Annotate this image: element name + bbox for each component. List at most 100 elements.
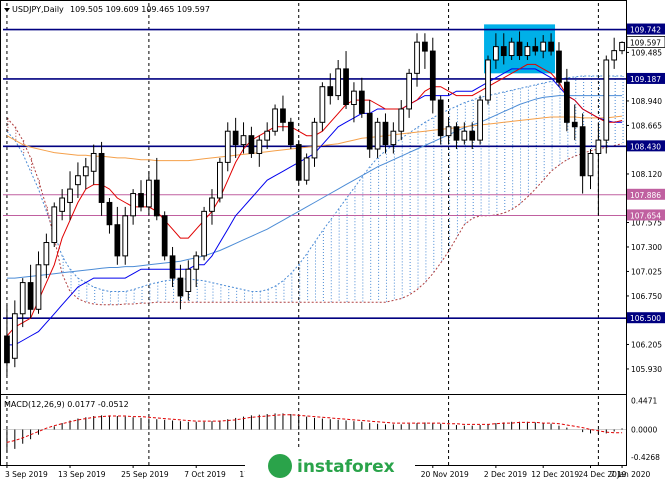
candle-body	[556, 50, 562, 83]
x-tick-label: 3 Sep 2019	[5, 470, 48, 479]
candle-body	[35, 264, 42, 310]
candle-body	[358, 90, 365, 114]
x-tick-label: 12 Dec 2019	[531, 470, 579, 479]
candle-body	[453, 126, 460, 141]
candle-body	[106, 201, 113, 226]
candle-body	[146, 179, 152, 208]
candle-body	[603, 59, 610, 141]
level-label-box	[627, 209, 665, 221]
triangle-icon	[4, 8, 10, 12]
y-tick-label: 109.485	[631, 48, 662, 57]
level-label-box	[626, 36, 665, 48]
macd-y-tick-label: -0.4268	[631, 453, 660, 462]
watermark-logo-icon	[268, 454, 292, 478]
candle-body	[264, 130, 271, 141]
y-tick-label: 106.750	[631, 292, 662, 301]
candle-body	[272, 108, 278, 132]
y-tick-label: 107.300	[631, 243, 662, 252]
y-tick-label: 107.025	[631, 267, 662, 276]
level-label-box	[627, 188, 665, 200]
senkou-span-b	[6, 117, 623, 306]
level-label: 109.597	[630, 38, 661, 47]
candle-body	[414, 41, 420, 74]
candle-body	[548, 41, 554, 52]
candle-body	[366, 112, 373, 150]
x-tick-label: 7 Jan 2020	[610, 470, 650, 479]
candle-body	[319, 86, 326, 123]
candle-body	[90, 152, 97, 172]
macd-signal-line	[6, 414, 623, 443]
candle-body	[280, 108, 286, 123]
candle-body	[595, 139, 602, 154]
senkou-span-a	[6, 75, 623, 292]
candle-body	[240, 135, 247, 146]
level-label-box	[627, 72, 665, 84]
candle-body	[429, 50, 436, 101]
symbol-label: USDJPY,Daily	[12, 5, 64, 14]
candle-body	[532, 46, 539, 52]
candle-body	[201, 210, 207, 257]
watermark-text: instaforex	[297, 457, 395, 477]
candle-body	[611, 50, 618, 61]
candle-body	[493, 46, 499, 61]
x-tick-label: 7 Oct 2019	[184, 470, 226, 479]
candle-body	[122, 215, 129, 257]
candle-body	[161, 215, 168, 257]
candle-body	[469, 130, 476, 141]
candle-body	[130, 193, 136, 217]
candle-body	[524, 46, 531, 57]
y-tick-label: 107.575	[631, 218, 662, 227]
level-label: 106.500	[630, 314, 661, 323]
candle-body	[382, 121, 389, 146]
candle-body	[540, 41, 547, 52]
candle-body	[335, 68, 342, 97]
candle-body	[98, 152, 105, 203]
level-label: 108.430	[630, 142, 661, 151]
candle-body	[209, 197, 215, 212]
candle-body	[406, 72, 412, 110]
candle-body	[343, 68, 349, 106]
y-tick-label: 106.205	[631, 340, 662, 349]
candle-body	[4, 335, 10, 364]
candle-body	[461, 130, 468, 141]
candle-body	[516, 41, 523, 57]
candle-body	[571, 121, 578, 128]
candle-body	[303, 157, 310, 181]
candle-body	[169, 255, 176, 279]
candle-body	[248, 135, 255, 154]
candle-body	[67, 188, 73, 203]
candle-body	[27, 282, 34, 310]
candle-body	[185, 268, 192, 292]
candle-body	[374, 121, 381, 150]
y-tick-label: 108.940	[631, 97, 662, 106]
price-pane	[3, 3, 626, 393]
ohlc-label: 109.505 109.609 109.465 109.597	[70, 5, 210, 14]
candle-body	[287, 121, 294, 146]
x-tick-label: 20 Nov 2019	[421, 470, 469, 479]
candle-body	[193, 255, 200, 270]
candle-body	[19, 282, 26, 315]
macd-pane: MACD(12,26,9) 0.0177 -0.0512	[3, 396, 626, 465]
candle-body	[619, 41, 625, 52]
candle-body	[485, 59, 491, 101]
level-label: 107.886	[630, 191, 661, 200]
candle-body	[217, 161, 223, 199]
candle-body	[177, 277, 184, 297]
candle-body	[153, 179, 160, 217]
macd-y-tick-label: 0.0000	[631, 426, 657, 435]
level-label: 109.742	[630, 26, 661, 35]
x-tick-label: 24 Dec 2019	[579, 470, 627, 479]
candle-body	[138, 193, 144, 208]
candle-body	[508, 41, 515, 57]
candle-body	[422, 41, 428, 52]
candle-body	[563, 81, 570, 123]
overlay: USDJPY,Daily 109.505 109.609 109.465 109.…	[4, 5, 415, 483]
x-tick-label: 25 Sep 2019	[121, 470, 169, 479]
candle-body	[445, 126, 452, 137]
candle-body	[51, 206, 58, 244]
candle-body	[437, 99, 444, 137]
candle-body	[398, 108, 405, 132]
level-label: 109.187	[630, 75, 661, 84]
